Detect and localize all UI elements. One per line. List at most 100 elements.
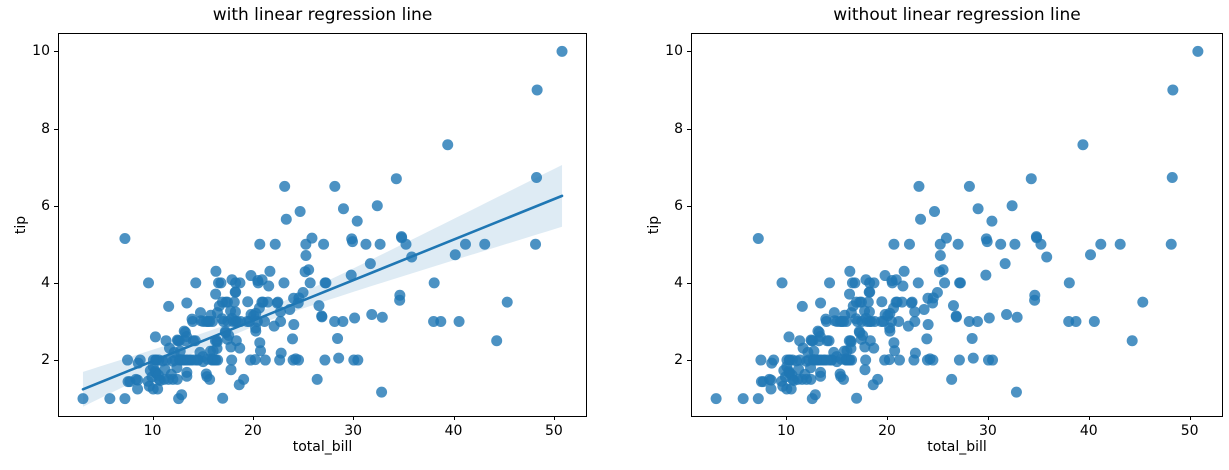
scatter-point xyxy=(287,354,299,366)
scatter-point xyxy=(194,307,206,319)
x-tick-label: 10 xyxy=(143,423,162,439)
scatter-point xyxy=(376,386,388,398)
scatter-point xyxy=(953,354,965,366)
scatter-point xyxy=(284,304,296,315)
scatter-point xyxy=(967,352,979,364)
scatter-point xyxy=(202,353,214,365)
scatter-point xyxy=(280,213,292,225)
scatter-point xyxy=(173,393,185,405)
scatter-point xyxy=(752,393,764,405)
scatter-point xyxy=(710,393,722,405)
scatter-point xyxy=(406,251,418,263)
scatter-point xyxy=(912,277,924,289)
scatter-point xyxy=(788,375,800,386)
scatter-point xyxy=(274,354,286,366)
scatter-point xyxy=(449,249,461,261)
x-tick-mark xyxy=(1189,416,1191,420)
scatter-point xyxy=(766,357,778,369)
scatter-point xyxy=(279,180,291,192)
y-tick-mark xyxy=(687,51,691,53)
scatter-point xyxy=(556,45,568,57)
scatter-point xyxy=(147,354,159,366)
scatter-point xyxy=(304,277,316,289)
scatter-point xyxy=(287,333,298,345)
scatter-point xyxy=(271,297,283,309)
y-tick-label: 6 xyxy=(674,197,683,214)
scatter-point xyxy=(202,315,214,327)
x-tick-label: 50 xyxy=(544,423,563,439)
y-tick-label: 8 xyxy=(41,120,50,137)
scatter-point xyxy=(396,232,408,244)
y-tick-mark xyxy=(54,282,58,284)
scatter-point xyxy=(147,383,159,395)
scatter-point xyxy=(927,297,939,309)
y-tick-label: 10 xyxy=(665,43,683,60)
scatter-point xyxy=(971,315,983,327)
scatter-point xyxy=(940,232,952,244)
x-tick-mark xyxy=(987,416,989,420)
scatter-point xyxy=(1126,335,1138,347)
x-tick-label: 10 xyxy=(777,423,796,439)
scatter-point xyxy=(459,238,471,250)
scatter-point xyxy=(922,319,934,331)
scatter-point xyxy=(1025,173,1037,185)
y-tick-mark xyxy=(54,51,58,53)
scatter-point xyxy=(179,335,191,347)
axes-without-regression: without linear regression line total_bil… xyxy=(646,5,1223,455)
scatter-point xyxy=(939,277,951,289)
scatter-point xyxy=(836,315,848,327)
scatter-point xyxy=(453,315,465,327)
scatter-point xyxy=(820,315,832,327)
scatter-point xyxy=(234,277,246,289)
scatter-point xyxy=(980,233,992,245)
scatter-point xyxy=(828,307,840,319)
y-tick-label: 2 xyxy=(41,352,50,369)
x-tick-label: 40 xyxy=(444,423,463,439)
axes-with-regression: with linear regression line total_bill t… xyxy=(13,5,587,455)
y-tick-label: 2 xyxy=(674,352,683,369)
y-tick-mark xyxy=(687,128,691,130)
scatter-point xyxy=(211,307,223,319)
y-tick-label: 6 xyxy=(41,197,50,214)
scatter-point xyxy=(264,265,276,277)
scatter-point xyxy=(288,319,300,331)
scatter-point xyxy=(144,364,156,376)
scatter-point xyxy=(132,383,144,395)
scatter-point xyxy=(918,304,930,315)
scatter-point xyxy=(1114,238,1126,250)
scatter-point xyxy=(154,375,166,386)
scatter-point xyxy=(316,310,328,322)
x-tick-label: 50 xyxy=(1180,423,1199,439)
scatter-point xyxy=(268,320,280,332)
scatter-point xyxy=(921,354,933,366)
y-tick-mark xyxy=(687,360,691,362)
scatter-point xyxy=(846,277,858,289)
scatter-point xyxy=(752,233,764,245)
scatter-point xyxy=(755,354,767,366)
scatter-point xyxy=(954,277,966,289)
scatter-point xyxy=(254,345,266,357)
scatter-point xyxy=(278,277,290,289)
scatter-point xyxy=(160,354,172,366)
scatter-point xyxy=(491,335,503,347)
scatter-point xyxy=(806,393,818,405)
scatter-point xyxy=(982,354,994,366)
x-tick-label: 30 xyxy=(344,423,363,439)
scatter-point xyxy=(390,173,402,185)
scatter-point xyxy=(333,352,345,364)
scatter-point xyxy=(835,353,847,365)
scatter-point xyxy=(306,232,318,244)
scatter-point xyxy=(980,269,992,281)
x-tick-label: 40 xyxy=(1079,423,1098,439)
scatter-point xyxy=(1070,315,1082,327)
y-axis-label-column: tip xyxy=(645,34,663,416)
scatter-point xyxy=(1088,315,1100,327)
scatter-point xyxy=(132,357,144,369)
scatter-point xyxy=(394,289,406,301)
scatter-point xyxy=(929,205,940,217)
scatter-point xyxy=(889,345,901,357)
scatter-point xyxy=(781,354,793,366)
scatter-point xyxy=(810,354,822,366)
scatter-point xyxy=(825,354,837,366)
scatter-point xyxy=(931,287,943,299)
